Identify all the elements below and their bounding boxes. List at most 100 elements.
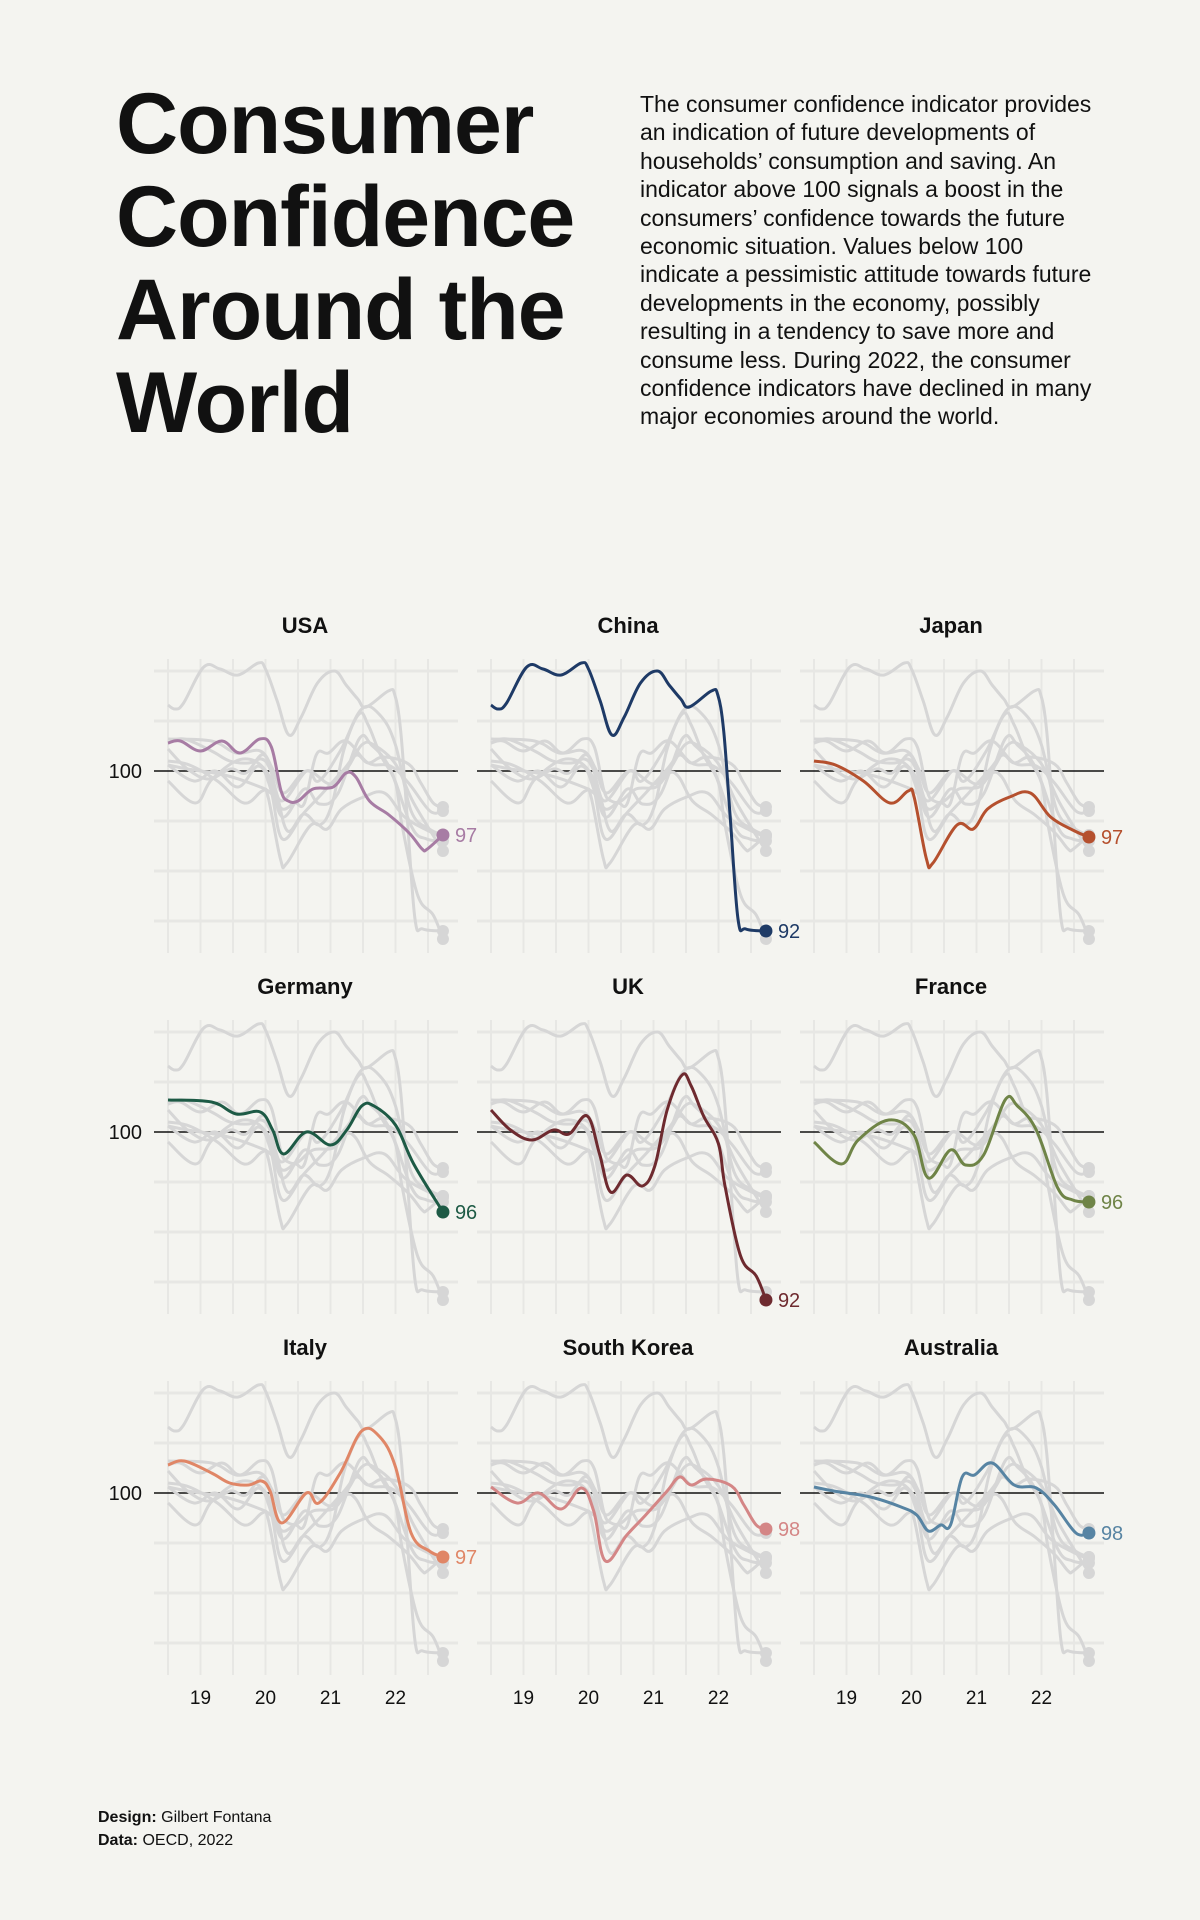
y-tick-label: 100	[109, 761, 142, 783]
background-series-italy	[813, 1065, 1090, 1198]
background-series-italy	[490, 1426, 767, 1559]
background-end-point	[436, 1166, 449, 1178]
end-value-label: 97	[1101, 827, 1123, 849]
background-series-australia	[813, 1100, 1090, 1176]
background-series-japan	[167, 759, 444, 870]
background-series-germany	[813, 1098, 1091, 1213]
background-series-italy	[813, 1426, 1090, 1559]
x-tick-label: 21	[966, 1688, 987, 1709]
background-series-italy	[813, 704, 1090, 837]
background-series-france	[166, 733, 444, 843]
background-end-point	[1082, 845, 1095, 857]
background-end-point	[759, 829, 772, 841]
background-series-france	[812, 733, 1090, 843]
panel-south-korea: South Korea 19 20 21 22 98	[477, 1335, 800, 1709]
background-series-south-korea	[813, 753, 1090, 841]
background-end-point	[436, 933, 449, 945]
background-series-uk	[812, 711, 1091, 940]
highlight-series-line	[813, 1461, 1090, 1537]
panel-title: China	[597, 613, 659, 638]
background-end-point	[1082, 1567, 1095, 1579]
background-series-france	[166, 1455, 444, 1565]
y-tick-label: 100	[109, 1122, 142, 1144]
highlight-end-point	[436, 1550, 450, 1564]
highlight-series-line	[490, 1475, 767, 1563]
x-tick-label: 22	[708, 1688, 729, 1709]
panel-title: France	[915, 974, 987, 999]
highlight-series-line	[489, 1072, 768, 1301]
highlight-end-point	[759, 924, 773, 938]
background-series-south-korea	[813, 1475, 1090, 1563]
page-title: Consumer Confidence Around the World	[116, 76, 575, 451]
background-series-germany	[490, 1098, 768, 1213]
highlight-end-point	[1082, 1195, 1096, 1209]
end-value-label: 98	[1101, 1523, 1123, 1545]
background-series-uk	[812, 1433, 1091, 1662]
background-series-uk	[166, 1433, 445, 1662]
highlight-end-point	[1082, 1526, 1096, 1540]
background-end-point	[1082, 1206, 1095, 1218]
background-series-japan	[167, 1481, 444, 1592]
background-end-point	[759, 1166, 772, 1178]
highlight-series-line	[812, 1094, 1090, 1204]
y-tick-label: 100	[109, 1483, 142, 1505]
background-series-japan	[490, 759, 767, 870]
background-end-point	[1082, 1166, 1095, 1178]
description: The consumer confidence indicator provid…	[640, 91, 1092, 430]
highlight-end-point	[759, 1293, 773, 1307]
end-value-label: 96	[1101, 1192, 1123, 1214]
background-series-germany	[813, 1459, 1091, 1574]
background-series-uk	[166, 1072, 445, 1301]
design-credit: Design: Gilbert Fontana	[98, 1809, 272, 1826]
background-end-point	[759, 1567, 772, 1579]
background-series-uk	[812, 1072, 1091, 1301]
background-series-australia	[490, 739, 767, 815]
background-end-point	[1082, 1655, 1095, 1667]
panel-china: China 92	[477, 613, 800, 953]
highlight-series-line	[167, 1098, 445, 1213]
highlight-series-line	[167, 736, 444, 853]
panel-title: Italy	[283, 1335, 328, 1360]
background-series-australia	[813, 739, 1090, 815]
highlight-end-point	[1082, 830, 1096, 844]
background-series-south-korea	[167, 1475, 444, 1563]
background-end-point	[759, 1551, 772, 1563]
end-value-label: 98	[778, 1519, 800, 1541]
highlight-end-point	[759, 1522, 773, 1536]
background-series-australia	[490, 1100, 767, 1176]
background-series-france	[489, 1094, 767, 1204]
highlight-series-line	[813, 759, 1090, 870]
background-series-france	[812, 1455, 1090, 1565]
background-series-germany	[813, 737, 1091, 852]
end-value-label: 92	[778, 921, 800, 943]
panel-title: USA	[282, 613, 329, 638]
background-series-japan	[490, 1481, 767, 1592]
end-value-label: 97	[455, 825, 477, 847]
background-end-point	[759, 845, 772, 857]
panel-japan: Japan 97	[800, 613, 1123, 953]
background-end-point	[1082, 1294, 1095, 1306]
panel-uk: UK 92	[477, 974, 800, 1314]
panel-australia: Australia 19 20 21 22 98	[800, 1335, 1123, 1709]
background-series-germany	[490, 1459, 768, 1574]
end-value-label: 96	[455, 1202, 477, 1224]
background-series-italy	[490, 704, 767, 837]
background-series-japan	[813, 1481, 1090, 1592]
highlight-series-line	[490, 661, 767, 933]
background-series-uk	[489, 711, 768, 940]
background-end-point	[436, 1190, 449, 1202]
background-end-point	[1082, 933, 1095, 945]
x-tick-label: 19	[836, 1688, 857, 1709]
x-tick-label: 21	[643, 1688, 664, 1709]
background-end-point	[1082, 805, 1095, 817]
panel-germany: Germany 100 96	[109, 974, 477, 1314]
background-series-japan	[490, 1120, 767, 1231]
background-series-south-korea	[167, 753, 444, 841]
end-value-label: 92	[778, 1290, 800, 1312]
data-credit: Data: OECD, 2022	[98, 1832, 234, 1849]
panel-title: Germany	[257, 974, 353, 999]
panel-italy: Italy 100 19 20 21 22 97	[109, 1335, 478, 1709]
x-tick-label: 20	[255, 1688, 276, 1709]
background-end-point	[436, 1527, 449, 1539]
